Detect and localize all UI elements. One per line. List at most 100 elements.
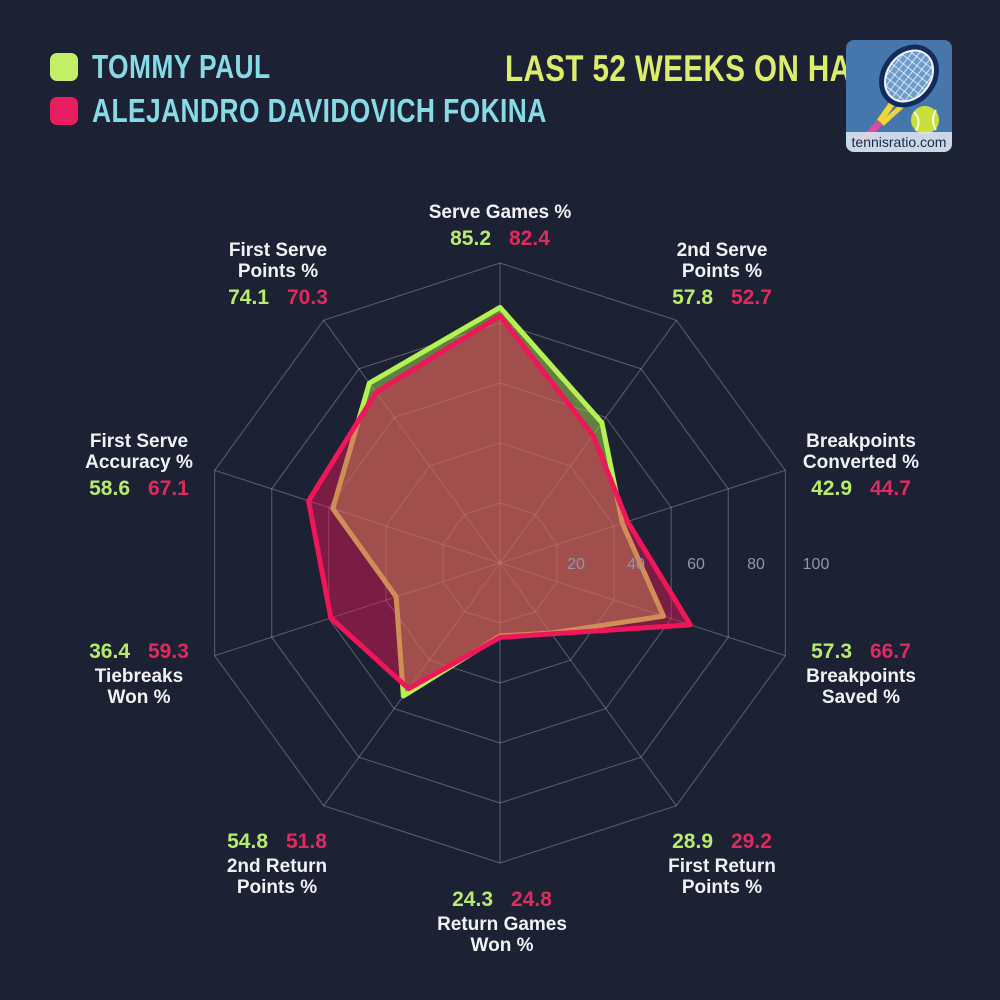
grid-spoke-1 (499, 320, 677, 564)
page-title-text: LAST 52 WEEKS ON HARD (505, 48, 895, 89)
stat-value: 82.4 (509, 227, 550, 250)
axis-name-line: Return Games (437, 914, 567, 935)
stat-value: 42.9 (811, 477, 852, 500)
axis-name-line: Tiebreaks (94, 666, 184, 687)
tennisratio-logo: tennisratio.com (846, 40, 952, 152)
axis-name-line: Breakpoints (806, 666, 916, 687)
axis-label-breakpoints-converted-: Breakpoints Converted % 42.9 44.7 (751, 431, 971, 503)
axis-name-line: Breakpoints (806, 431, 916, 452)
axis-label-serve-games-: Serve Games % 85.2 82.4 (390, 202, 610, 253)
legend-swatch-tommy-paul (50, 53, 78, 81)
axis-values-serve-games-: 85.2 82.4 (390, 227, 610, 250)
legend-label-davidovich-fokina: ALEJANDRO DAVIDOVICH FOKINA (92, 92, 547, 129)
axis-name-line: Points % (681, 877, 763, 898)
logo-caption: tennisratio.com (852, 134, 947, 150)
stat-value: 52.7 (731, 286, 772, 309)
stat-value: 70.3 (287, 286, 328, 309)
axis-name-line: Points % (236, 877, 318, 898)
grid-spoke-4 (499, 562, 677, 806)
axis-values-first-serve-points-: 74.1 70.3 (168, 286, 388, 309)
axis-label-2nd-return-points-: 54.8 51.8 2nd Return Points % (167, 826, 387, 898)
axis-name-line: First Return (668, 856, 776, 877)
axis-name-line: Saved % (821, 687, 901, 708)
stat-value: 66.7 (870, 640, 911, 663)
axis-name-line: First Serve (89, 431, 189, 452)
axis-name-line: Converted % (802, 452, 920, 473)
axis-values-breakpoints-converted-: 42.9 44.7 (751, 477, 971, 500)
stat-value: 59.3 (148, 640, 189, 663)
stat-value: 51.8 (286, 830, 327, 853)
axis-name-serve-games-: Serve Games % (390, 202, 610, 223)
axis-values-breakpoints-saved-: 57.3 66.7 (751, 640, 971, 663)
radar-tick-labels: 20 40 60 80 100 (567, 556, 829, 573)
legend: TOMMY PAUL ALEJANDRO DAVIDOVICH FOKINA (50, 48, 660, 140)
legend-item-tommy-paul: TOMMY PAUL (50, 48, 660, 85)
axis-name-2nd-serve-points-: 2nd Serve Points % (612, 240, 832, 282)
tick-label-40: 40 (627, 556, 645, 573)
stat-value: 74.1 (228, 286, 269, 309)
legend-label-tommy-paul: TOMMY PAUL (92, 48, 271, 85)
axis-label-first-return-points-: 28.9 29.2 First Return Points % (612, 826, 832, 898)
axis-label-breakpoints-saved-: 57.3 66.7 Breakpoints Saved % (751, 636, 971, 708)
grid-spoke-3 (499, 562, 786, 657)
axis-name-first-serve-accuracy-: First Serve Accuracy % (29, 431, 249, 473)
stat-value: 24.3 (452, 888, 493, 911)
stat-value: 54.8 (227, 830, 268, 853)
axis-label-first-serve-points-: First Serve Points % 74.1 70.3 (168, 240, 388, 312)
tick-label-20: 20 (567, 556, 585, 573)
grid-spoke-2 (499, 469, 786, 564)
axis-name-2nd-return-points-: 2nd Return Points % (167, 856, 387, 898)
stat-value: 58.6 (89, 477, 130, 500)
axis-name-line: Points % (681, 261, 763, 282)
axis-label-first-serve-accuracy-: First Serve Accuracy % 58.6 67.1 (29, 431, 249, 503)
axis-name-line: Won % (107, 687, 171, 708)
legend-swatch-davidovich-fokina (50, 97, 78, 125)
axis-name-first-return-points-: First Return Points % (612, 856, 832, 898)
axis-name-line: Accuracy % (85, 452, 193, 473)
radar-series (306, 304, 693, 699)
axis-values-tiebreaks-won-: 36.4 59.3 (29, 640, 249, 663)
axis-name-line: First Serve (228, 240, 328, 261)
grid-ring-60 (328, 382, 672, 744)
tennis-ball-icon (911, 106, 939, 134)
axis-name-line: 2nd Serve (676, 240, 768, 261)
tick-label-60: 60 (687, 556, 705, 573)
axis-name-breakpoints-saved-: Breakpoints Saved % (751, 666, 971, 708)
stat-value: 57.3 (811, 640, 852, 663)
axis-label-2nd-serve-points-: 2nd Serve Points % 57.8 52.7 (612, 240, 832, 312)
axis-name-line: Points % (237, 261, 319, 282)
stat-value: 36.4 (89, 640, 130, 663)
series-polygon-alejandro-davidovich-fokina (306, 313, 693, 692)
axis-name-line: Won % (470, 935, 534, 956)
grid-ring-40 (385, 442, 615, 684)
axis-label-return-games-won-: 24.3 24.8 Return Games Won % (392, 884, 612, 956)
grid-ring-100 (214, 262, 786, 864)
axis-name-first-serve-points-: First Serve Points % (168, 240, 388, 282)
axis-name-return-games-won-: Return Games Won % (392, 914, 612, 956)
page-title: LAST 52 WEEKS ON HARD (505, 48, 992, 90)
logo-image: tennisratio.com (846, 40, 952, 152)
stat-value: 67.1 (148, 477, 189, 500)
stat-value: 29.2 (731, 830, 772, 853)
stat-value: 44.7 (870, 477, 911, 500)
axis-name-line: 2nd Return (226, 856, 328, 877)
axis-name-line: Serve Games % (428, 202, 572, 223)
stat-value: 85.2 (450, 227, 491, 250)
axis-label-tiebreaks-won-: 36.4 59.3 Tiebreaks Won % (29, 636, 249, 708)
axis-values-return-games-won-: 24.3 24.8 (392, 888, 612, 911)
axis-values-first-serve-accuracy-: 58.6 67.1 (29, 477, 249, 500)
axis-values-2nd-return-points-: 54.8 51.8 (167, 830, 387, 853)
axis-name-breakpoints-converted-: Breakpoints Converted % (751, 431, 971, 473)
grid-ring-80 (271, 322, 729, 804)
stat-value: 24.8 (511, 888, 552, 911)
radar-grid (214, 262, 786, 864)
stat-value: 57.8 (672, 286, 713, 309)
grid-spoke-8 (214, 469, 501, 564)
tick-label-80: 80 (747, 556, 765, 573)
tick-label-100: 100 (803, 556, 830, 573)
axis-values-first-return-points-: 28.9 29.2 (612, 830, 832, 853)
axis-values-2nd-serve-points-: 57.8 52.7 (612, 286, 832, 309)
grid-spoke-7 (214, 562, 501, 657)
